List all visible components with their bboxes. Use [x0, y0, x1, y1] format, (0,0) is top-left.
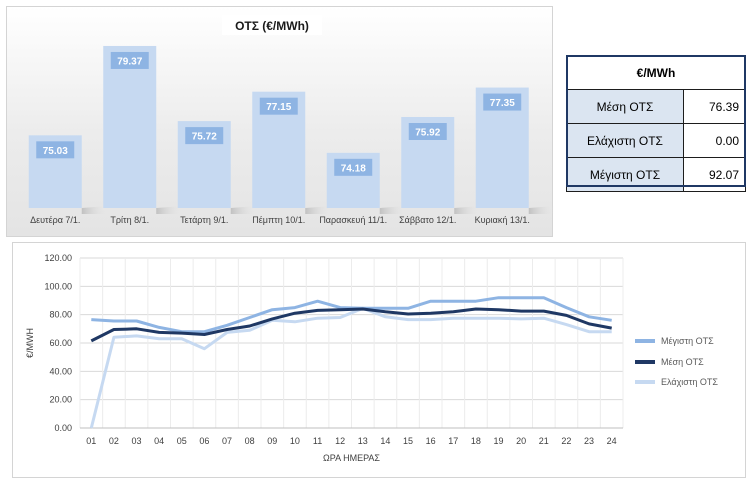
- bar-label-bg: [483, 93, 522, 111]
- bar-label-bg: [259, 97, 298, 115]
- x-tick-label: 18: [471, 436, 481, 446]
- stats-label-mean: Μέση ΟΤΣ: [566, 89, 684, 124]
- bar-shadow: [528, 206, 554, 214]
- y-tick-label: 20.00: [49, 395, 72, 405]
- legend-label: Μέση ΟΤΣ: [661, 357, 704, 367]
- x-tick-label: 14: [380, 436, 390, 446]
- bar-label-bg: [110, 51, 149, 69]
- hourly-line-chart: 0.00 20.00 40.00 60.00 80.00 100.00 120.00 01 02…: [12, 242, 746, 478]
- stats-table: €/MWh Μέση ΟΤΣ 76.39 Ελάχιστη ΟΤΣ 0.00 Μ…: [566, 55, 746, 192]
- bar-shadow: [305, 206, 332, 214]
- x-tick-label: 04: [154, 436, 164, 446]
- x-tick-label: 23: [584, 436, 594, 446]
- bar-label-bg: [334, 158, 373, 176]
- bar-label-bg: [185, 127, 224, 145]
- x-tick-label: 13: [358, 436, 368, 446]
- stats-row-min: Ελάχιστη ΟΤΣ 0.00: [566, 123, 746, 158]
- y-axis-title: €/MWH: [25, 328, 35, 358]
- x-tick-label: 16: [426, 436, 436, 446]
- x-tick-label: 09: [267, 436, 277, 446]
- bar-group: 74.18 Παρασκευή 11/1.: [319, 152, 406, 225]
- bar-shadow: [454, 206, 481, 214]
- x-tick-label: 06: [199, 436, 209, 446]
- stats-label-max: Μέγιστη ΟΤΣ: [566, 157, 684, 192]
- bar-data-label: 77.35: [490, 98, 515, 109]
- bar-data-label: 79.37: [117, 56, 142, 67]
- bar-category-label: Τρίτη 8/1.: [110, 215, 149, 225]
- line-chart-svg: 0.00 20.00 40.00 60.00 80.00 100.00 120.00 01 02…: [25, 253, 718, 463]
- bar-data-label: 77.15: [266, 102, 291, 113]
- x-tick-label: 01: [86, 436, 96, 446]
- bar-group: 79.37 Τρίτη 8/1.: [103, 45, 183, 225]
- y-tick-label: 60.00: [49, 338, 72, 348]
- legend-item: Ελάχιστη ΟΤΣ: [635, 377, 718, 387]
- legend-item: Μέγιστη ΟΤΣ: [635, 336, 714, 346]
- y-tick-label: 120.00: [44, 253, 72, 263]
- legend-label: Μέγιστη ΟΤΣ: [661, 336, 714, 346]
- bar-group: 75.72 Τετάρτη 9/1.: [177, 121, 257, 225]
- bar-data-label: 75.72: [192, 132, 217, 143]
- x-tick-label: 03: [132, 436, 142, 446]
- series-line: [90, 307, 612, 343]
- bar-category-label: Πέμπτη 10/1.: [252, 215, 305, 225]
- series-line: [89, 306, 612, 429]
- stats-row-mean: Μέση ΟΤΣ 76.39: [566, 89, 746, 124]
- bar-group: 77.15 Πέμπτη 10/1.: [252, 91, 332, 225]
- stats-label-min: Ελάχιστη ΟΤΣ: [566, 123, 684, 158]
- bar-group: 75.03 Δευτέρα 7/1.: [28, 135, 108, 225]
- bar-group: 75.92 Σάββατο 12/1.: [399, 117, 481, 225]
- bar-data-label: 74.18: [341, 163, 366, 174]
- bar-category-label: Δευτέρα 7/1.: [30, 215, 80, 225]
- bar-shadow: [230, 206, 257, 214]
- bar-data-label: 75.92: [415, 128, 440, 139]
- bar-shadow: [379, 206, 406, 214]
- stats-row-max: Μέγιστη ΟΤΣ 92.07: [566, 157, 746, 192]
- bar-category-label: Σάββατο 12/1.: [399, 215, 456, 225]
- x-tick-label: 08: [245, 436, 255, 446]
- x-tick-label: 02: [109, 436, 119, 446]
- x-tick-label: 10: [290, 436, 300, 446]
- bar-data-label: 75.03: [43, 146, 68, 157]
- x-tick-label: 20: [516, 436, 526, 446]
- y-tick-label: 80.00: [49, 310, 72, 320]
- bar-category-label: Τετάρτη 9/1.: [180, 215, 228, 225]
- stats-value-min: 0.00: [683, 123, 746, 158]
- stats-header: €/MWh: [566, 55, 746, 90]
- bar-shadow: [156, 206, 183, 214]
- bar-category-label: Κυριακή 13/1.: [475, 215, 530, 225]
- x-tick-label: 11: [313, 436, 322, 446]
- x-tick-label: 22: [561, 436, 571, 446]
- bar-category-label: Παρασκευή 11/1.: [319, 215, 387, 225]
- bar-shadow: [81, 206, 108, 214]
- legend-label: Ελάχιστη ΟΤΣ: [661, 377, 718, 387]
- bar-label-bg: [36, 141, 75, 159]
- x-tick-label: 21: [539, 436, 549, 446]
- bar: [103, 45, 157, 209]
- bar-label-bg: [408, 123, 447, 140]
- x-tick-label: 05: [177, 436, 187, 446]
- x-tick-label: 24: [607, 436, 617, 446]
- y-tick-label: 40.00: [49, 366, 72, 376]
- x-axis-title: ΩΡΑ ΗΜΕΡΑΣ: [323, 453, 380, 463]
- stats-value-max: 92.07: [683, 157, 746, 192]
- y-tick-label: 100.00: [44, 281, 72, 291]
- daily-bar-chart: ΟΤΣ (€/MWh) 75.03 Δευτέρα 7/1. 79.37 Τρίτη 8…: [6, 6, 554, 237]
- bar-chart-svg: ΟΤΣ (€/MWh) 75.03 Δευτέρα 7/1. 79.37 Τρίτη 8…: [28, 15, 554, 225]
- stats-header-row: €/MWh: [566, 55, 746, 90]
- bar-chart-title-bg: [222, 15, 322, 35]
- legend-item: Μέση ΟΤΣ: [635, 357, 704, 367]
- bar-chart-title: ΟΤΣ (€/MWh): [235, 19, 309, 33]
- x-tick-label: 15: [403, 436, 413, 446]
- x-tick-label: 12: [335, 436, 345, 446]
- y-tick-label: 0.00: [54, 423, 72, 433]
- stats-value-mean: 76.39: [683, 89, 746, 124]
- x-tick-label: 07: [222, 436, 232, 446]
- bar-chart-title-group: ΟΤΣ (€/MWh): [222, 15, 322, 35]
- bar-group: 77.35 Κυριακή 13/1.: [475, 87, 554, 225]
- x-tick-label: 19: [494, 436, 504, 446]
- x-tick-label: 17: [448, 436, 458, 446]
